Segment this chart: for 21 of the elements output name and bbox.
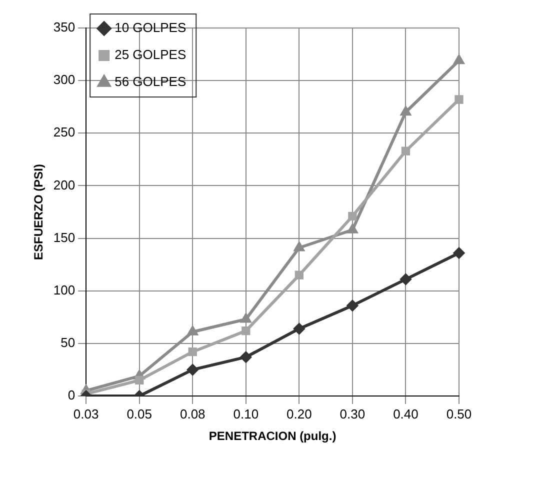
- x-tick-label: 0.50: [446, 406, 472, 422]
- x-axis-title: PENETRACION (pulg.): [208, 429, 336, 444]
- y-tick-label: 150: [53, 230, 76, 245]
- x-tick-label: 0.08: [180, 406, 206, 422]
- y-tick-label: 50: [60, 335, 76, 350]
- y-tick-label: 0: [68, 388, 76, 403]
- legend-label: 56 GOLPES: [114, 74, 186, 90]
- y-tick-label: 350: [53, 20, 76, 35]
- x-tick-label: 0.05: [126, 406, 152, 422]
- y-tick-label: 250: [53, 124, 76, 140]
- y-tick-label: 100: [53, 282, 76, 298]
- x-tick-label: 0.30: [340, 406, 366, 422]
- legend-label: 25 GOLPES: [114, 47, 186, 62]
- x-tick-label: 0.40: [393, 406, 418, 422]
- x-tick-label: 0.03: [73, 406, 99, 422]
- y-axis-title: ESFUERZO (PSI): [32, 164, 46, 260]
- x-tick-label: 0.10: [233, 406, 259, 422]
- legend-label: 10 GOLPES: [114, 20, 186, 36]
- y-tick-label: 200: [53, 177, 76, 192]
- y-tick-label: 300: [53, 72, 76, 88]
- x-tick-label: 0.20: [286, 406, 312, 422]
